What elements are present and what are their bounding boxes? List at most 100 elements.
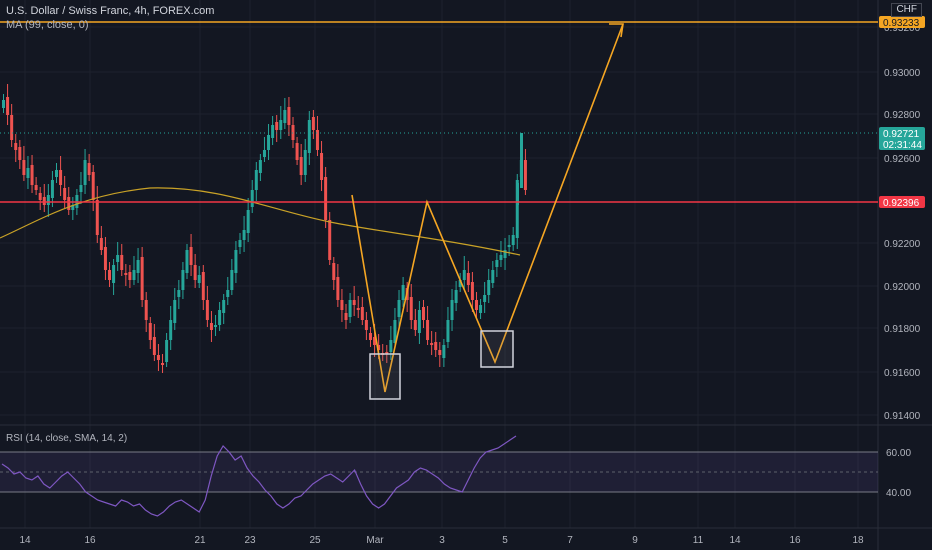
candle-body: [499, 255, 503, 260]
time-tick-label: Mar: [366, 535, 384, 546]
candle-body: [401, 285, 405, 300]
candle-body: [295, 143, 299, 160]
candle-body: [46, 195, 50, 205]
candle-body: [413, 320, 417, 330]
candle-body: [79, 185, 83, 192]
candle-body: [99, 238, 103, 250]
candle-body: [230, 270, 234, 290]
candle-body: [214, 325, 218, 327]
candle-body: [14, 143, 18, 150]
candle-body: [340, 300, 344, 310]
candle-body: [458, 280, 462, 287]
candle-body: [442, 345, 446, 358]
candle-body: [430, 343, 434, 345]
candle-body: [91, 172, 95, 200]
time-tick-label: 25: [309, 535, 321, 546]
candle-body: [120, 255, 124, 270]
candle-body: [169, 320, 173, 340]
currency-badge: CHF: [891, 3, 922, 17]
current-price-label: 02:31:44: [883, 140, 922, 151]
candle-body: [205, 300, 209, 320]
current-price-label: 0.92721: [883, 129, 920, 140]
symbol-title[interactable]: U.S. Dollar / Swiss Franc, 4h, FOREX.com: [6, 5, 215, 17]
candle-body: [124, 273, 128, 275]
price-tick-label: 0.92200: [884, 239, 921, 250]
candle-body: [18, 147, 22, 160]
time-tick-label: 11: [693, 535, 704, 546]
candle-body: [83, 160, 87, 185]
candle-body: [511, 235, 515, 245]
candle-body: [279, 120, 283, 130]
candle-body: [385, 352, 389, 354]
candle-body: [389, 340, 393, 352]
time-tick-label: 16: [84, 535, 96, 546]
target-arrowhead: [609, 23, 624, 38]
candle-body: [520, 133, 523, 188]
candle-body: [181, 270, 185, 290]
candle-body: [393, 320, 397, 343]
candle-body: [95, 200, 99, 235]
candle-body: [336, 277, 340, 300]
candle-body: [161, 363, 165, 365]
price-tick-label: 0.92600: [884, 154, 921, 165]
candle-body: [165, 340, 169, 362]
candle-body: [315, 130, 319, 150]
candle-body: [26, 168, 30, 178]
price-tick-label: 0.92000: [884, 282, 921, 293]
candle-body: [234, 250, 238, 273]
candle-body: [320, 153, 324, 180]
candle-body: [360, 307, 364, 320]
price-tick-label: 0.93000: [884, 68, 921, 79]
candle-body: [59, 170, 63, 185]
candle-body: [226, 290, 230, 297]
candle-body: [515, 180, 519, 238]
candle-body: [34, 185, 38, 190]
candle-body: [364, 320, 368, 330]
candle-body: [483, 295, 487, 302]
rsi-tick-label: 60.00: [886, 448, 911, 459]
candle-body: [136, 260, 140, 273]
candle-body: [332, 263, 336, 280]
candle-body: [222, 300, 226, 313]
candle-body: [311, 117, 315, 130]
candle-body: [474, 300, 478, 310]
candle-body: [132, 270, 136, 280]
candle-body: [287, 107, 291, 125]
candle-body: [22, 160, 26, 175]
resistance-price-label-bg: [879, 196, 925, 208]
candle-body: [503, 250, 507, 258]
candle-body: [291, 125, 295, 140]
candle-body: [238, 240, 242, 247]
candle-body: [516, 183, 519, 205]
price-tick-label: 0.91600: [884, 368, 921, 379]
candle-body: [156, 355, 160, 360]
candle-body: [152, 337, 156, 355]
candle-body: [328, 220, 332, 260]
rsi-tick-label: 40.00: [886, 488, 911, 499]
candle-body: [466, 273, 470, 285]
candle-body: [30, 165, 34, 185]
time-tick-label: 23: [244, 535, 256, 546]
candle-body: [397, 300, 401, 317]
candle-body: [128, 272, 132, 280]
candle-body: [177, 290, 181, 297]
price-tick-label: 0.91800: [884, 324, 921, 335]
candle-body: [356, 308, 360, 310]
candle-body: [470, 282, 474, 300]
candle-body: [218, 310, 222, 325]
candle-body: [267, 135, 271, 150]
candle-body: [368, 333, 372, 340]
candle-body: [140, 257, 144, 300]
time-tick-label: 16: [789, 535, 801, 546]
candle-body: [254, 170, 258, 190]
candle-body: [417, 310, 421, 333]
candle-body: [421, 307, 425, 320]
candle-body: [10, 115, 14, 140]
candle-body: [307, 120, 311, 153]
rsi-legend[interactable]: RSI (14, close, SMA, 14, 2): [6, 433, 128, 444]
ma-legend[interactable]: MA (99, close, 0): [6, 19, 89, 31]
pattern-zigzag: [351, 23, 624, 393]
candle-body: [454, 290, 458, 303]
price-tick-label: 0.93200: [884, 23, 921, 34]
